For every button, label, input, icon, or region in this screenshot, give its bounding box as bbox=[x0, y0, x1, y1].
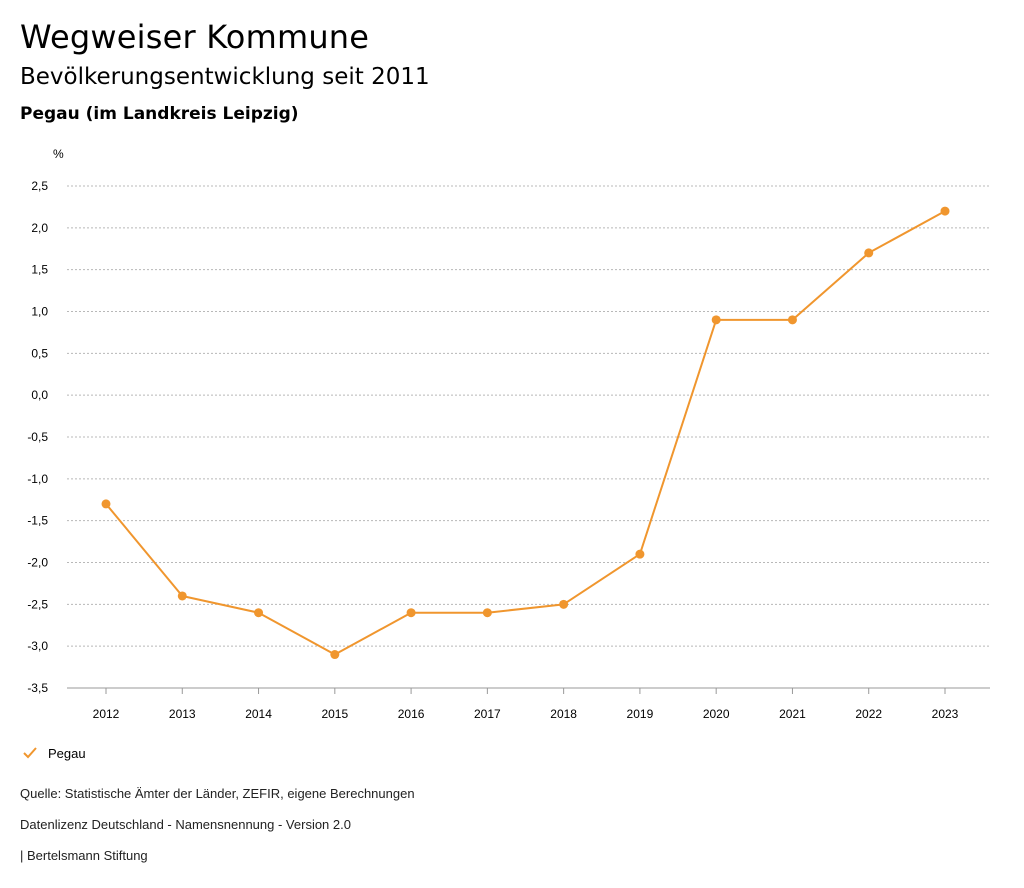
x-tick-label: 2023 bbox=[932, 707, 959, 721]
data-point-2018[interactable] bbox=[559, 599, 569, 609]
y-axis-unit-label: % bbox=[53, 147, 64, 161]
data-point-2022[interactable] bbox=[864, 248, 874, 258]
x-tick-label: 2021 bbox=[779, 707, 806, 721]
x-tick-label: 2017 bbox=[474, 707, 501, 721]
data-point-2021[interactable] bbox=[787, 315, 797, 325]
checkmark-icon bbox=[23, 747, 37, 759]
series-pegau bbox=[101, 206, 950, 660]
y-tick-label: 1,0 bbox=[31, 305, 48, 319]
legend-label: Pegau bbox=[48, 745, 86, 761]
x-tick-label: 2013 bbox=[169, 707, 196, 721]
x-axis-ticks: 2012 2013 2014 2015 2016 2017 2018 2019 2020 2021… bbox=[93, 688, 959, 721]
y-tick-label: -3,0 bbox=[27, 639, 48, 653]
x-tick-label: 2016 bbox=[398, 707, 425, 721]
x-tick-label: 2014 bbox=[245, 707, 272, 721]
x-tick-label: 2022 bbox=[855, 707, 882, 721]
data-point-2012[interactable] bbox=[101, 499, 111, 509]
y-tick-label: -2,0 bbox=[27, 556, 48, 570]
data-point-2015[interactable] bbox=[330, 650, 340, 660]
data-point-2019[interactable] bbox=[635, 549, 645, 559]
brand-note: | Bertelsmann Stiftung bbox=[20, 848, 148, 863]
y-tick-label: -0,5 bbox=[27, 430, 48, 444]
y-tick-label: -1,5 bbox=[27, 514, 48, 528]
x-tick-label: 2015 bbox=[321, 707, 348, 721]
page-title: Wegweiser Kommune bbox=[20, 18, 370, 56]
data-point-2023[interactable] bbox=[940, 206, 950, 216]
license-note: Datenlizenz Deutschland - Namensnennung … bbox=[20, 817, 351, 832]
gridlines bbox=[67, 185, 990, 689]
y-tick-label: -3,5 bbox=[27, 681, 48, 695]
y-tick-label: -1,0 bbox=[27, 472, 48, 486]
data-point-2013[interactable] bbox=[177, 591, 187, 601]
x-tick-label: 2018 bbox=[550, 707, 577, 721]
series-line bbox=[105, 210, 946, 656]
y-tick-label: 1,5 bbox=[31, 263, 48, 277]
chart-subtitle: Bevölkerungsentwicklung seit 2011 bbox=[20, 64, 430, 90]
legend-item-pegau[interactable]: Pegau bbox=[22, 745, 86, 761]
x-tick-label: 2020 bbox=[703, 707, 730, 721]
y-tick-label: 0,5 bbox=[31, 346, 48, 360]
x-tick-label: 2012 bbox=[93, 707, 120, 721]
y-tick-label: 2,0 bbox=[31, 221, 48, 235]
x-tick-label: 2019 bbox=[627, 707, 654, 721]
y-tick-label: 0,0 bbox=[31, 388, 48, 402]
data-point-2017[interactable] bbox=[482, 608, 492, 618]
data-point-2016[interactable] bbox=[406, 608, 416, 618]
region-label: Pegau (im Landkreis Leipzig) bbox=[20, 104, 299, 124]
y-tick-label: -2,5 bbox=[27, 597, 48, 611]
source-note: Quelle: Statistische Ämter der Länder, Z… bbox=[20, 786, 415, 801]
data-point-2020[interactable] bbox=[711, 315, 721, 325]
y-axis-ticks: 2,5 2,0 1,5 1,0 0,5 0,0 -0,5 -1,0 -1,5 -2,0 -2,5 -3… bbox=[27, 179, 48, 695]
data-point-2014[interactable] bbox=[254, 608, 264, 618]
y-tick-label: 2,5 bbox=[31, 179, 48, 193]
